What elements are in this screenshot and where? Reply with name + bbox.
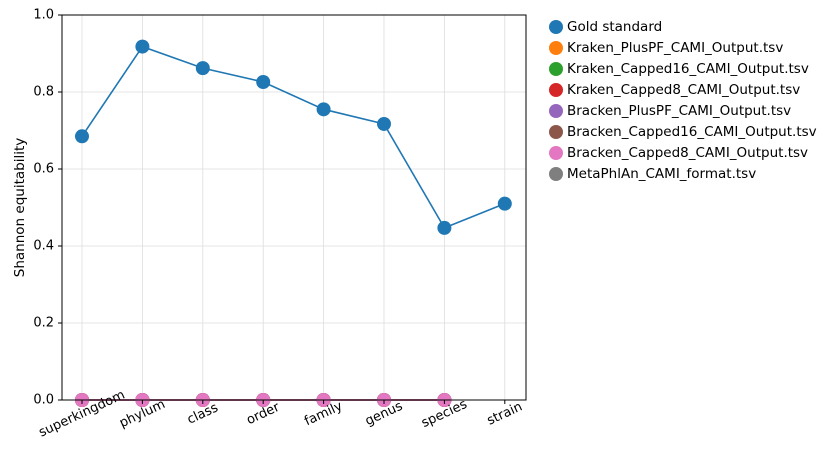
data-point xyxy=(377,116,391,131)
plot-frame xyxy=(61,14,527,401)
data-point xyxy=(316,102,331,117)
y-tick-label: 0.0 xyxy=(33,393,54,408)
legend-item: Bracken_Capped8_CAMI_Output.tsv xyxy=(549,145,808,161)
data-point xyxy=(497,196,512,211)
legend-label: Bracken_PlusPF_CAMI_Output.tsv xyxy=(567,103,791,119)
legend-label: Bracken_Capped16_CAMI_Output.tsv xyxy=(567,124,817,140)
data-point xyxy=(195,61,210,76)
legend-label: MetaPhlAn_CAMI_format.tsv xyxy=(567,166,756,182)
y-tick-label: 0.6 xyxy=(33,162,54,177)
legend-label: Kraken_Capped8_CAMI_Output.tsv xyxy=(567,82,800,98)
legend-item: MetaPhlAn_CAMI_format.tsv xyxy=(549,166,756,182)
grid-layer xyxy=(62,14,526,401)
legend-item: Bracken_PlusPF_CAMI_Output.tsv xyxy=(549,103,791,119)
legend-marker xyxy=(549,146,563,160)
y-tick-label: 0.2 xyxy=(33,316,54,331)
legend-label: Bracken_Capped8_CAMI_Output.tsv xyxy=(567,145,808,161)
legend-label: Kraken_PlusPF_CAMI_Output.tsv xyxy=(567,40,783,56)
data-point xyxy=(256,74,271,89)
y-tick-label: 0.4 xyxy=(33,239,54,254)
legend-marker xyxy=(549,41,563,55)
legend-marker xyxy=(549,125,563,139)
legend-item: Bracken_Capped16_CAMI_Output.tsv xyxy=(549,124,817,140)
legend-item: Kraken_Capped16_CAMI_Output.tsv xyxy=(549,61,809,77)
data-point xyxy=(437,220,452,235)
legend-item: Kraken_PlusPF_CAMI_Output.tsv xyxy=(549,40,783,56)
legend-marker xyxy=(549,167,563,181)
series-line xyxy=(81,45,506,229)
series-0 xyxy=(75,39,512,235)
legend-label: Gold standard xyxy=(567,19,662,35)
legend-marker xyxy=(549,20,563,34)
legend-marker xyxy=(549,104,563,118)
y-axis-title: Shannon equitability xyxy=(12,138,28,277)
data-point xyxy=(135,39,150,54)
legend-label: Kraken_Capped16_CAMI_Output.tsv xyxy=(567,61,809,77)
legend: Gold standard Kraken_PlusPF_CAMI_Output.t… xyxy=(549,19,817,182)
y-tick-label: 0.8 xyxy=(33,85,54,100)
data-point xyxy=(75,129,89,144)
legend-marker xyxy=(549,62,563,76)
legend-marker xyxy=(549,83,563,97)
y-tick-label: 1.0 xyxy=(33,8,54,23)
series-layer xyxy=(75,39,512,407)
legend-item: Kraken_Capped8_CAMI_Output.tsv xyxy=(549,82,800,98)
legend-item: Gold standard xyxy=(549,19,662,35)
